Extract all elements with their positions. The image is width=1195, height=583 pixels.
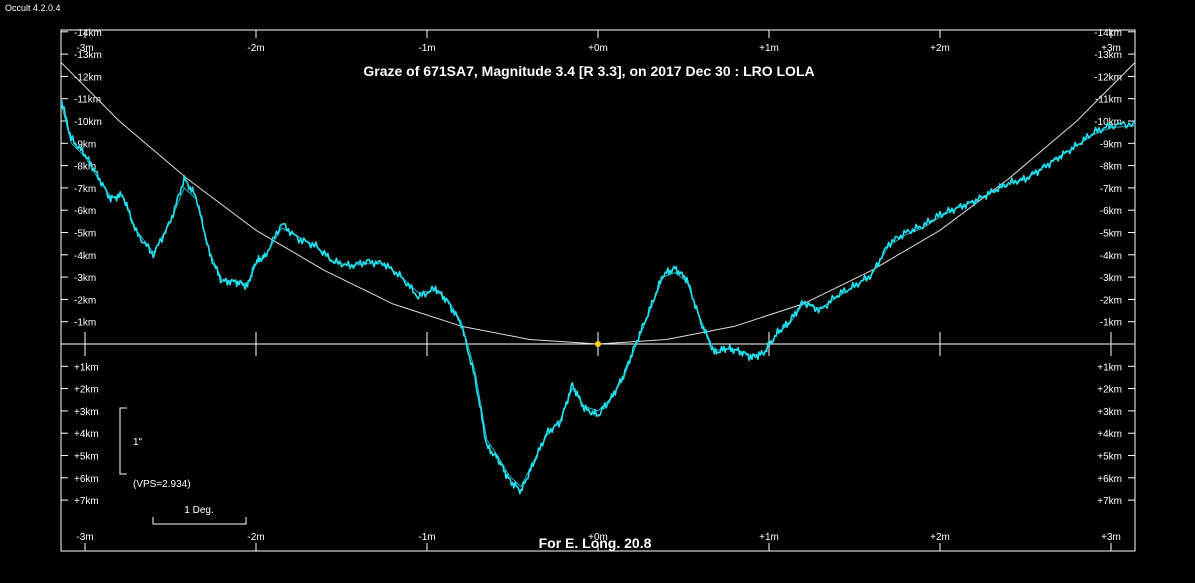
y-tick-label-left: -13km bbox=[74, 50, 102, 61]
y-tick-label-right: +4km bbox=[1097, 429, 1122, 440]
y-tick-label-left: -2km bbox=[74, 295, 96, 306]
x-tick-label-bottom: +2m bbox=[930, 532, 950, 543]
y-tick-label-left: -10km bbox=[74, 117, 102, 128]
y-tick-label-left: -1km bbox=[74, 318, 96, 329]
y-tick-label-left: +7km bbox=[74, 496, 99, 507]
y-tick-label-right: +1km bbox=[1097, 362, 1122, 373]
y-tick-label-right: -7km bbox=[1100, 184, 1122, 195]
x-tick-label-top: -1m bbox=[418, 43, 435, 54]
y-tick-label-right: +7km bbox=[1097, 496, 1122, 507]
x-tick-label-bottom: +1m bbox=[759, 532, 779, 543]
x-tick-label-top: +2m bbox=[930, 43, 950, 54]
y-tick-label-left: -8km bbox=[74, 162, 96, 173]
app-title: Occult 4.2.0.4 bbox=[5, 3, 61, 13]
y-tick-label-left: +5km bbox=[74, 452, 99, 463]
y-tick-label-right: -1km bbox=[1100, 318, 1122, 329]
series-layer bbox=[61, 61, 1135, 495]
y-tick-label-left: -3km bbox=[74, 273, 96, 284]
x-tick-label-bottom: -1m bbox=[418, 532, 435, 543]
horizontal-scale-bar bbox=[152, 517, 247, 525]
y-tick-label-right: -6km bbox=[1100, 206, 1122, 217]
y-tick-label-left: -5km bbox=[74, 229, 96, 240]
y-tick-label-right: -2km bbox=[1100, 295, 1122, 306]
y-tick-label-right: -9km bbox=[1100, 139, 1122, 150]
plot-frame bbox=[60, 29, 1136, 552]
y-tick-label-right: +5km bbox=[1097, 452, 1122, 463]
vps-note: (VPS=2.934) bbox=[133, 479, 191, 490]
x-tick-label-bottom: -3m bbox=[76, 532, 93, 543]
scale-bars: 1" (VPS=2.934) 1 Deg. bbox=[119, 407, 247, 525]
y-tick-label-right: -4km bbox=[1100, 251, 1122, 262]
vertical-scale-bar bbox=[119, 407, 127, 475]
y-tick-label-right: +6km bbox=[1097, 474, 1122, 485]
y-tick-label-right: -3km bbox=[1100, 273, 1122, 284]
y-tick-label-left: -4km bbox=[74, 251, 96, 262]
y-tick-label-left: -7km bbox=[74, 184, 96, 195]
x-tick-label-bottom: +3m bbox=[1101, 532, 1121, 543]
y-tick-label-left: +2km bbox=[74, 385, 99, 396]
star-point bbox=[595, 341, 601, 347]
y-tick-label-left: +4km bbox=[74, 429, 99, 440]
y-tick-label-right: -12km bbox=[1094, 72, 1122, 83]
x-tick-label-top: +0m bbox=[588, 43, 608, 54]
smoothed-profile-series bbox=[61, 100, 1135, 488]
vertical-scale-label: 1" bbox=[133, 437, 143, 448]
y-tick-label-left: -6km bbox=[74, 206, 96, 217]
y-tick-label-left: -12km bbox=[74, 72, 102, 83]
x-tick-label-top: +3m bbox=[1101, 43, 1121, 54]
x-tick-label-top: +1m bbox=[759, 43, 779, 54]
y-tick-label-left: +1km bbox=[74, 362, 99, 373]
axis-labels: -3m -3m -2m -2m -1m -1m +0m +0m +1m +1m +2m +2m +3m +… bbox=[74, 28, 1122, 543]
y-tick-label-right: -8km bbox=[1100, 162, 1122, 173]
x-tick-label-top: -3m bbox=[76, 43, 93, 54]
x-tick-label-top: -2m bbox=[247, 43, 264, 54]
y-tick-label-right: -5km bbox=[1100, 229, 1122, 240]
y-tick-label-right: -14km bbox=[1094, 28, 1122, 39]
x-tick-label-bottom: +0m bbox=[588, 532, 608, 543]
limb-profile-series bbox=[61, 97, 1135, 495]
y-tick-label-left: -9km bbox=[74, 139, 96, 150]
chart-footer: For E. Long. 20.8 bbox=[539, 535, 652, 551]
y-tick-label-left: -11km bbox=[74, 95, 101, 106]
y-tick-label-right: -11km bbox=[1095, 95, 1122, 106]
y-tick-label-right: +2km bbox=[1097, 385, 1122, 396]
horizontal-scale-label: 1 Deg. bbox=[184, 505, 213, 516]
axis-ticks bbox=[61, 30, 1135, 551]
y-tick-label-left: +6km bbox=[74, 474, 99, 485]
y-tick-label-left: -14km bbox=[74, 28, 102, 39]
y-tick-label-right: -13km bbox=[1094, 50, 1122, 61]
chart-title: Graze of 671SA7, Magnitude 3.4 [R 3.3], … bbox=[363, 63, 814, 79]
y-tick-label-left: +3km bbox=[74, 407, 99, 418]
y-tick-label-right: +3km bbox=[1097, 407, 1122, 418]
x-tick-label-bottom: -2m bbox=[247, 532, 264, 543]
